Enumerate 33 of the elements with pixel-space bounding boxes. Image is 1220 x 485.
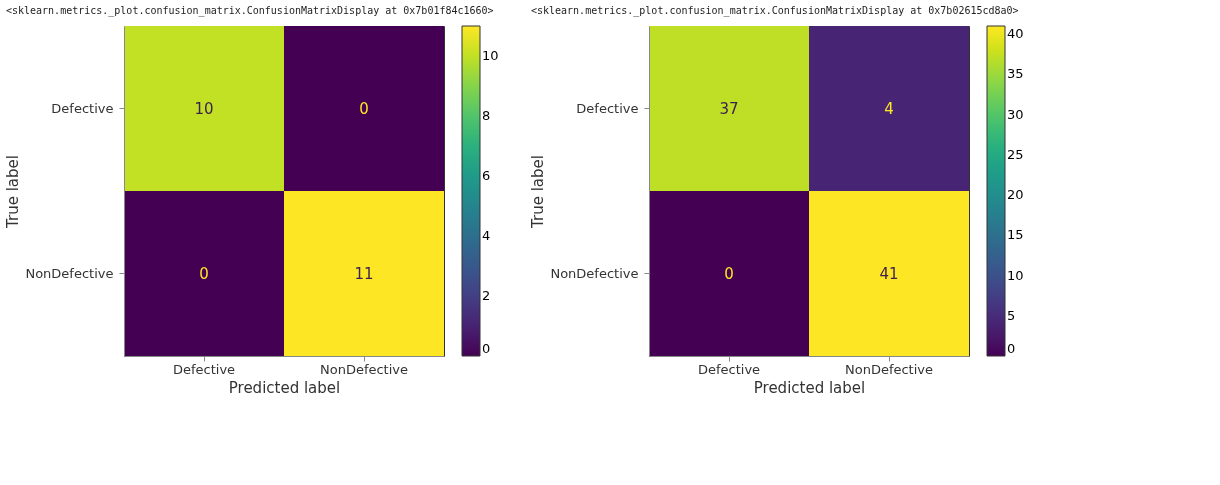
data-label: 10 <box>194 99 214 118</box>
data-label: 0 <box>359 99 369 118</box>
data-label: 11 <box>354 264 374 283</box>
data-label: 0 <box>199 264 209 283</box>
color-bar-label: 30 <box>1007 106 1024 122</box>
color-bar-label: 25 <box>1007 146 1024 162</box>
x-tick-label: NonDefective <box>844 361 934 377</box>
color-bar-label: 2 <box>482 288 491 303</box>
y-axis-title: True label <box>4 155 23 229</box>
y-axis-title: True label <box>529 155 548 229</box>
color-bar-label: 20 <box>1007 187 1024 203</box>
chart-title: <sklearn.metrics._plot.confusion_matrix.ConfusionMatrixDisplay at 0x7b01f84c1660> <box>5 5 494 17</box>
data-label: 0 <box>724 264 734 283</box>
chart-title: <sklearn.metrics._plot.confusion_matrix.ConfusionMatrixDisplay at 0x7b02615cd8a0> <box>530 5 1019 17</box>
color-bar-label: 8 <box>482 108 491 123</box>
color-bar-label: 40 <box>1007 26 1024 42</box>
color-bar-label: 4 <box>482 228 491 243</box>
x-axis-title: Predicted label <box>753 378 866 397</box>
x-tick-label: Defective <box>172 361 236 377</box>
x-tick-label: NonDefective <box>319 361 409 377</box>
color-bar-label: 0 <box>1007 341 1016 356</box>
x-axis-title: Predicted label <box>228 378 341 397</box>
color-bar-label: 10 <box>1007 267 1024 283</box>
color-bar-label: 5 <box>1007 307 1016 323</box>
x-tick-label: Defective <box>697 361 761 377</box>
data-label: 4 <box>884 99 894 118</box>
color-bar-label: 0 <box>482 341 491 356</box>
data-label: 37 <box>719 99 739 118</box>
color-bar-label: 10 <box>482 48 499 63</box>
color-bar-label: 15 <box>1007 227 1024 243</box>
data-label: 41 <box>879 264 899 283</box>
color-bar-label: 6 <box>482 168 491 183</box>
color-bar-label: 35 <box>1007 66 1024 82</box>
